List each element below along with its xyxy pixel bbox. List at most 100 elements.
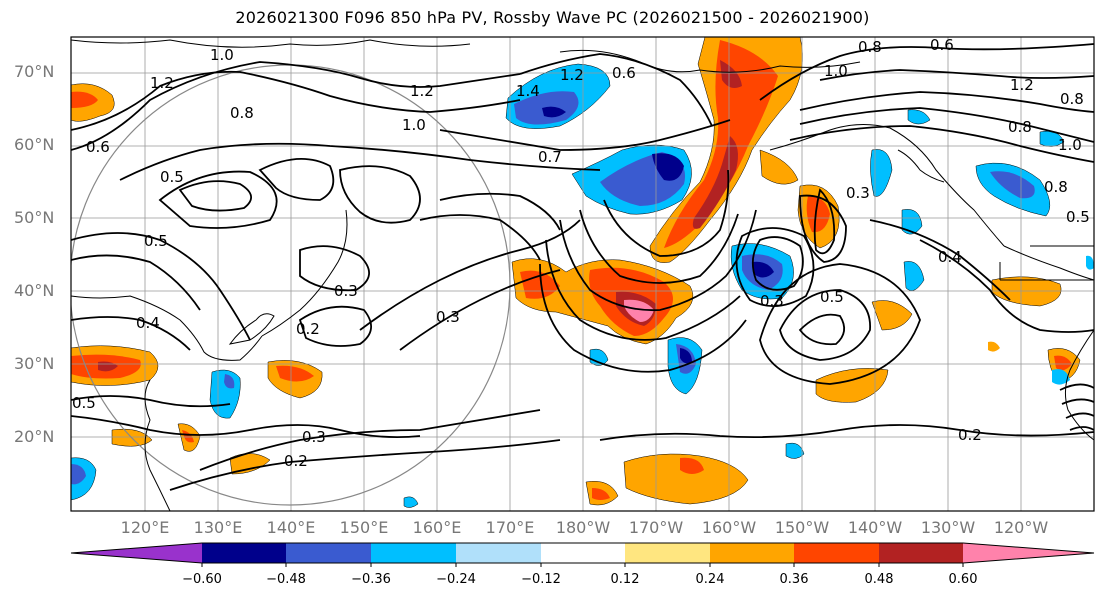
positive-pv-blob	[680, 457, 704, 474]
colorbar-tick-label: −0.36	[351, 572, 391, 587]
positive-pv-blob	[520, 270, 560, 299]
negative-pv-blob	[870, 149, 893, 197]
colorbar-segment	[879, 543, 963, 563]
lon-label: 180°W	[555, 518, 611, 537]
lat-label: 60°N	[14, 135, 55, 154]
lon-label: 170°W	[628, 518, 684, 537]
lon-label: 130°W	[920, 518, 976, 537]
contour-label: 1.0	[402, 116, 426, 134]
colorbar-segment	[625, 543, 710, 563]
positive-pv-blob	[624, 299, 654, 322]
colorbar-tick-label: −0.60	[182, 572, 222, 587]
contour-label: 0.2	[296, 320, 320, 338]
colorbar-segment	[286, 543, 371, 563]
contour-label: 0.5	[1066, 208, 1090, 226]
negative-pv-blob	[785, 442, 805, 459]
negative-pv-blob	[403, 496, 419, 508]
negative-pv-blob	[903, 261, 925, 291]
contour-label: 1.0	[824, 62, 848, 80]
contour-label: 0.2	[958, 426, 982, 444]
negative-pv-blob	[680, 348, 692, 364]
contour-label: 1.4	[516, 82, 540, 100]
lon-label: 150°E	[339, 518, 389, 537]
negative-pv-blob	[71, 464, 86, 485]
positive-pv-blob	[664, 40, 778, 248]
lat-label: 50°N	[14, 208, 55, 227]
contour-label: 0.8	[230, 104, 254, 122]
contour-label: 0.3	[302, 428, 326, 446]
negative-pv-blob	[990, 171, 1035, 199]
positive-pv-blob	[720, 60, 742, 88]
positive-pv-blob	[623, 453, 749, 505]
contour-label: 0.4	[136, 314, 160, 332]
contour-label: 0.5	[72, 394, 96, 412]
contour-label: 1.0	[1058, 136, 1082, 154]
map-frame	[70, 36, 1095, 512]
contour-label: 0.3	[846, 184, 870, 202]
positive-pv-blob	[276, 365, 314, 382]
colorbar-tick-label: 0.36	[779, 572, 809, 587]
map-title: 2026021300 F096 850 hPa PV, Rossby Wave …	[235, 8, 870, 27]
lon-label: 130°E	[193, 518, 243, 537]
colorbar	[70, 542, 1095, 567]
lon-label: 170°E	[485, 518, 535, 537]
contour-label: 0.6	[930, 36, 954, 54]
positive-pv-blob	[182, 430, 194, 443]
contour-label: 1.2	[560, 66, 584, 84]
contour-label: 0.6	[612, 64, 636, 82]
lon-label: 160°W	[701, 518, 757, 537]
colorbar-max-extend	[963, 543, 1094, 563]
colorbar-tick-label: 0.60	[948, 572, 978, 587]
colorbar-segment	[202, 543, 286, 563]
colorbar-segment	[371, 543, 456, 563]
negative-pv-blob	[752, 261, 774, 278]
lon-label: 120°W	[993, 518, 1049, 537]
positive-pv-blob	[692, 136, 738, 229]
contour-label: 1.2	[1010, 76, 1034, 94]
positive-pv-blob	[592, 488, 610, 500]
map-canvas: 1.2 0.8 0.6 1.0 1.2 1.4 1.2 0.6 0.8 0.6 …	[71, 36, 1094, 511]
colorbar-segment	[541, 543, 625, 563]
contour-label: 0.8	[1008, 118, 1032, 136]
positive-pv-blob	[759, 149, 799, 185]
positive-pv-blob	[871, 300, 913, 331]
positive-pv-blob	[71, 91, 98, 108]
coastlines	[71, 39, 1094, 511]
contour-label: 0.5	[160, 168, 184, 186]
colorbar-tick-label: −0.48	[266, 572, 306, 587]
positive-pv-blob	[815, 368, 889, 403]
positive-pv-blob	[988, 341, 1000, 352]
negative-pv-blob	[224, 374, 235, 389]
positive-pv-blob	[1054, 355, 1072, 371]
negative-pv-blob	[901, 209, 923, 235]
lat-label: 20°N	[14, 427, 55, 446]
contour-label: 0.8	[858, 38, 882, 56]
negative-pv-blob	[652, 153, 684, 181]
contour-label-group: 1.2 0.8 0.6 1.0 1.2 1.4 1.2 0.6 0.8 0.6 …	[72, 36, 1090, 470]
contour-label: 0.3	[436, 308, 460, 326]
colorbar-segment	[456, 543, 541, 563]
colorbar-segment	[710, 543, 794, 563]
negative-pv-blob	[542, 106, 566, 118]
pv-anomaly-shading	[71, 37, 1094, 508]
contour-label: 0.3	[760, 292, 784, 310]
lon-label: 150°W	[774, 518, 830, 537]
contour-label: 0.4	[938, 248, 962, 266]
lon-label: 160°E	[412, 518, 462, 537]
lat-label: 40°N	[14, 281, 55, 300]
lon-label: 140°E	[266, 518, 316, 537]
contour-label: 0.2	[284, 452, 308, 470]
lat-label: 70°N	[14, 62, 55, 81]
negative-pv-blob	[907, 109, 931, 125]
lat-label: 30°N	[14, 354, 55, 373]
contour-label: 1.0	[210, 46, 234, 64]
colorbar-segment	[794, 543, 879, 563]
contour-label: 1.2	[410, 82, 434, 100]
lon-label: 140°W	[847, 518, 903, 537]
contour-label: 1.2	[150, 74, 174, 92]
contour-label: 0.6	[86, 138, 110, 156]
colorbar-tick-label: −0.12	[521, 572, 561, 587]
colorbar-tick-label: 0.48	[864, 572, 894, 587]
negative-pv-blob	[1052, 369, 1070, 385]
